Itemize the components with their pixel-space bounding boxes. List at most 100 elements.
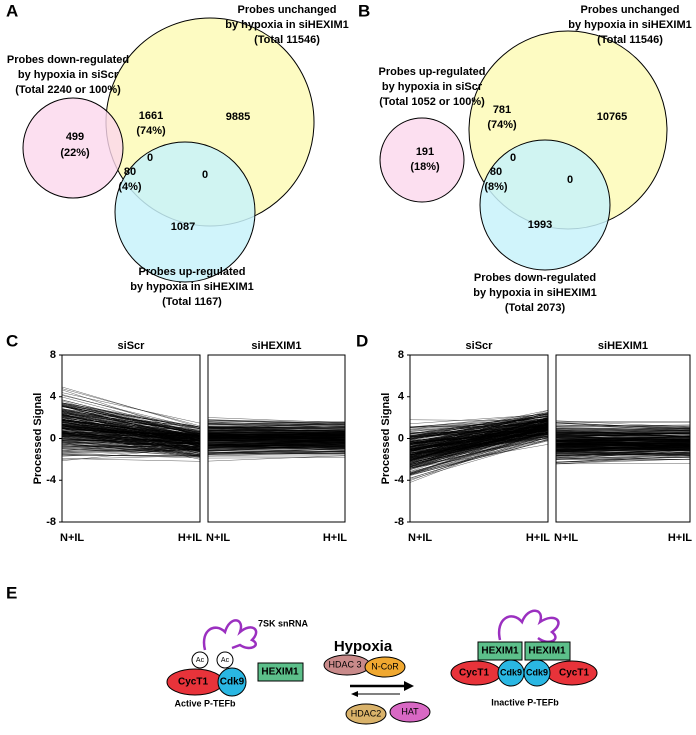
protein-label: HEXIM1 (528, 646, 566, 657)
ac-label: Ac (196, 657, 205, 664)
profile-line (555, 438, 691, 442)
profile-line (61, 455, 201, 460)
profile-line (409, 428, 549, 451)
venn-count: 781 (493, 104, 511, 116)
profile-line (555, 453, 691, 456)
profile-line (555, 442, 691, 446)
profile-line (409, 424, 549, 442)
profile-line (207, 451, 346, 456)
panel-label: A (6, 1, 18, 20)
profile-line (61, 431, 201, 446)
rna (497, 609, 560, 643)
venn-count: 80 (490, 166, 502, 178)
rna (202, 619, 258, 651)
protein-label: HDAC2 (351, 708, 382, 718)
profile-line (207, 430, 346, 433)
profile-line (207, 445, 346, 447)
profile-line (555, 437, 691, 442)
profile-line (409, 429, 549, 460)
panel-b: B Probes unchanged by hypoxia in siHEXIM… (358, 1, 692, 313)
profile-line (61, 445, 201, 458)
profile-line (61, 448, 201, 456)
complex-label: Active P-TEFb (174, 698, 236, 708)
profile-line (207, 434, 346, 439)
profile-line (207, 446, 346, 451)
profile-line (555, 444, 691, 449)
x-tick-label: N+IL (206, 532, 230, 544)
profile-line (61, 430, 201, 449)
profile-lines (409, 410, 549, 483)
venn-count: 10765 (597, 111, 628, 123)
profile-line (61, 414, 201, 436)
protein-label: Cdk9 (500, 667, 522, 677)
profile-line (61, 458, 201, 462)
profile-line (207, 436, 346, 440)
profile-line (207, 457, 346, 459)
venn-label: by hypoxia in siHEXIM1 (130, 281, 253, 293)
venn-circle (479, 139, 611, 271)
x-tick-label: H+IL (323, 532, 347, 544)
venn-circle (379, 117, 465, 203)
profile-line (61, 440, 201, 454)
profile-line (207, 434, 346, 441)
y-tick-label: 4 (50, 391, 57, 403)
profile-line (61, 426, 201, 434)
profile-line (207, 420, 346, 425)
profile-line (207, 422, 346, 424)
panel-label: C (6, 331, 18, 350)
y-tick-label: -8 (394, 516, 404, 528)
profile-line (207, 436, 346, 445)
profile-line (61, 433, 201, 452)
venn-label: Probes unchanged (237, 4, 336, 16)
arrowhead (351, 691, 358, 697)
venn-label: Probes up-regulated (379, 66, 486, 78)
hexim1 (257, 662, 304, 682)
venn-label: (Total 1052 or 100%) (379, 96, 485, 108)
profile-line (61, 394, 201, 432)
venn-label: Probes unchanged (580, 4, 679, 16)
protein-label: CycT1 (459, 668, 489, 679)
protein-label: HEXIM1 (481, 646, 519, 657)
hexim1 (524, 641, 571, 661)
profile-line (409, 424, 549, 438)
profile-line (61, 436, 201, 445)
venn-label: Probes up-regulated (139, 266, 246, 278)
profile-lines (207, 417, 346, 462)
y-tick-label: 8 (398, 349, 404, 361)
venn-label: (Total 11546) (254, 34, 320, 46)
profile-line (207, 450, 346, 454)
x-tick-label: H+IL (668, 532, 692, 544)
profile-line (409, 439, 549, 480)
y-tick-label: -8 (46, 516, 56, 528)
profile-line (207, 424, 346, 427)
profile-line (409, 434, 549, 479)
venn-label: by hypoxia in siHEXIM1 (568, 19, 691, 31)
y-tick-label: 0 (50, 432, 56, 444)
venn-count: (74%) (487, 119, 517, 131)
venn-count: 0 (202, 169, 208, 181)
panel-label: E (6, 583, 17, 602)
profile-line (207, 432, 346, 435)
venn-count: 9885 (226, 111, 250, 123)
profile-line (61, 437, 201, 448)
profile-line (207, 444, 346, 447)
y-axis-label: Processed Signal (380, 393, 392, 485)
hat (389, 701, 431, 723)
venn-count: (4%) (118, 181, 142, 193)
ac (191, 651, 209, 669)
cdk9 (523, 659, 551, 687)
profile-line (61, 412, 201, 441)
plot-frame (555, 354, 691, 523)
profile-line (409, 412, 549, 438)
venn-count: (22%) (60, 147, 90, 159)
hdac2 (345, 703, 387, 725)
x-tick-label: H+IL (526, 532, 550, 544)
profile-line (207, 432, 346, 436)
x-tick-label: H+IL (178, 532, 202, 544)
protein-label: HEXIM1 (261, 667, 299, 678)
profile-line (207, 433, 346, 440)
profile-line (409, 418, 549, 452)
profile-line (555, 435, 691, 441)
venn-label: by hypoxia in siHEXIM1 (225, 19, 348, 31)
